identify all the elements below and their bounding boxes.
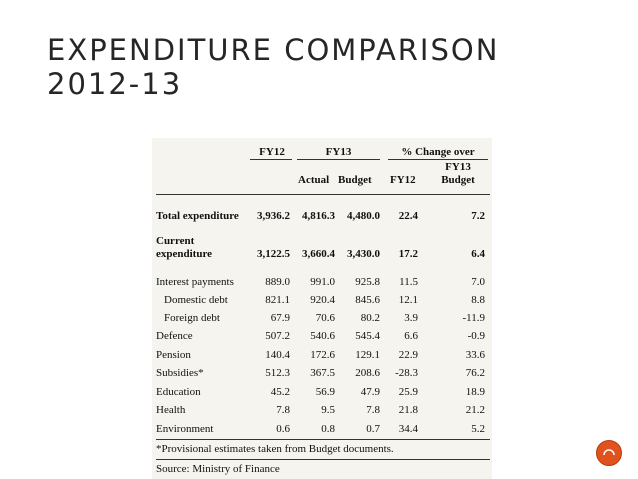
cell: 25.9	[398, 386, 418, 398]
cell: 4,816.3	[302, 210, 335, 222]
expenditure-table: FY12 FY13 % Change over Actual Budget FY…	[152, 138, 492, 479]
nav-button[interactable]	[596, 440, 622, 466]
row-label: Health	[156, 404, 186, 416]
cell: 821.1	[265, 294, 290, 306]
row-label: Current expenditure	[156, 235, 213, 260]
cell: 129.1	[355, 349, 380, 361]
cell: 34.4	[398, 423, 418, 435]
row-label: Total expenditure	[156, 210, 239, 222]
cell: 70.6	[315, 312, 335, 324]
header-cell: FY12	[259, 146, 285, 158]
cell: 3.9	[404, 312, 418, 324]
source: Source: Ministry of Finance	[156, 463, 280, 475]
header-cell: % Change over	[401, 146, 475, 158]
cell: 45.2	[270, 386, 290, 398]
cell: 22.4	[398, 210, 418, 222]
cell: 7.8	[276, 404, 290, 416]
rule	[156, 439, 490, 440]
header-cell: Actual	[298, 174, 330, 186]
rule	[156, 194, 490, 195]
row-label: Interest payments	[156, 276, 234, 288]
cell: 47.9	[360, 386, 380, 398]
row-label: Environment	[156, 423, 214, 435]
cell: 21.8	[398, 404, 418, 416]
cell: 4,480.0	[347, 210, 380, 222]
cell: 11.5	[399, 276, 418, 288]
cell: 80.2	[360, 312, 380, 324]
cell: 991.0	[310, 276, 335, 288]
cell: 9.5	[321, 404, 335, 416]
cell: 925.8	[355, 276, 380, 288]
cell: 889.0	[265, 276, 290, 288]
cell: 3,936.2	[257, 210, 290, 222]
cell: 172.6	[310, 349, 335, 361]
cell: 0.7	[366, 423, 380, 435]
cell: 3,660.4	[302, 248, 335, 260]
header-cell: FY12	[390, 174, 416, 186]
rule	[156, 459, 490, 460]
cell: 367.5	[310, 367, 335, 379]
row-label: Foreign debt	[164, 312, 220, 324]
slide-title: 2012-13	[47, 67, 183, 101]
cell: 920.4	[310, 294, 335, 306]
cell: 3,122.5	[257, 248, 290, 260]
row-label: Defence	[156, 330, 193, 342]
footnote: *Provisional estimates taken from Budget…	[156, 443, 394, 455]
cell: 7.8	[366, 404, 380, 416]
header-cell: Budget	[338, 174, 372, 186]
cell: -11.9	[462, 312, 485, 324]
slide-title: EXPENDITURE COMPARISON	[47, 33, 500, 67]
cell: 56.9	[315, 386, 335, 398]
cell: 8.8	[471, 294, 485, 306]
cell: 18.9	[465, 386, 485, 398]
cell: 0.6	[276, 423, 290, 435]
cell: 12.1	[398, 294, 418, 306]
header-cell: FY13 Budget	[441, 161, 475, 186]
row-label: Pension	[156, 349, 191, 361]
header-cell: FY13	[325, 146, 352, 158]
cell: 67.9	[270, 312, 290, 324]
row-label: Education	[156, 386, 201, 398]
cell: 17.2	[398, 248, 418, 260]
cell: 512.3	[265, 367, 290, 379]
cell: 22.9	[398, 349, 418, 361]
cell: 3,430.0	[347, 248, 380, 260]
cell: -28.3	[395, 367, 418, 379]
cell: 33.6	[465, 349, 485, 361]
rule	[388, 159, 488, 160]
cell: 76.2	[465, 367, 485, 379]
cell: 6.6	[404, 330, 418, 342]
nav-icon	[603, 449, 615, 456]
cell: 208.6	[355, 367, 380, 379]
row-label: Domestic debt	[164, 294, 228, 306]
row-label: Subsidies*	[156, 367, 204, 379]
rule	[250, 159, 292, 160]
cell: -0.9	[467, 330, 485, 342]
cell: 7.2	[471, 210, 485, 222]
cell: 7.0	[471, 276, 485, 288]
cell: 21.2	[465, 404, 485, 416]
cell: 6.4	[471, 248, 485, 260]
cell: 845.6	[355, 294, 380, 306]
cell: 5.2	[471, 423, 485, 435]
rule	[297, 159, 380, 160]
cell: 507.2	[265, 330, 290, 342]
cell: 545.4	[355, 330, 380, 342]
cell: 140.4	[265, 349, 290, 361]
cell: 540.6	[310, 330, 335, 342]
cell: 0.8	[321, 423, 335, 435]
